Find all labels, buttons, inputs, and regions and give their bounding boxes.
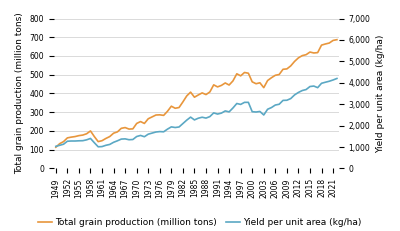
Y-axis label: Total grain production (million tons): Total grain production (million tons)	[15, 12, 24, 174]
Legend: Total grain production (million tons), Yield per unit area (kg/ha): Total grain production (million tons), Y…	[35, 215, 365, 231]
Yield per unit area (kg/ha)	[211, 112, 216, 114]
Yield per unit area (kg/ha)	[150, 132, 154, 134]
Yield per unit area (kg/ha)	[334, 77, 339, 80]
Yield per unit area (kg/ha)	[54, 145, 58, 148]
Total grain production (million tons)	[208, 91, 212, 93]
Yield per unit area (kg/ha)	[115, 139, 120, 142]
Total grain production (million tons)	[111, 132, 116, 135]
Total grain production (million tons)	[308, 51, 312, 53]
Total grain production (million tons)	[334, 38, 339, 41]
Yield per unit area (kg/ha)	[312, 85, 316, 88]
Yield per unit area (kg/ha)	[215, 113, 220, 116]
Line: Total grain production (million tons): Total grain production (million tons)	[56, 40, 337, 147]
Total grain production (million tons)	[54, 146, 58, 149]
Total grain production (million tons)	[211, 83, 216, 86]
Total grain production (million tons)	[146, 117, 151, 120]
Total grain production (million tons)	[115, 131, 120, 133]
Line: Yield per unit area (kg/ha): Yield per unit area (kg/ha)	[56, 79, 337, 147]
Y-axis label: Yield per unit area (kg/ha): Yield per unit area (kg/ha)	[376, 34, 385, 153]
Yield per unit area (kg/ha)	[96, 145, 100, 148]
Yield per unit area (kg/ha)	[119, 138, 124, 140]
